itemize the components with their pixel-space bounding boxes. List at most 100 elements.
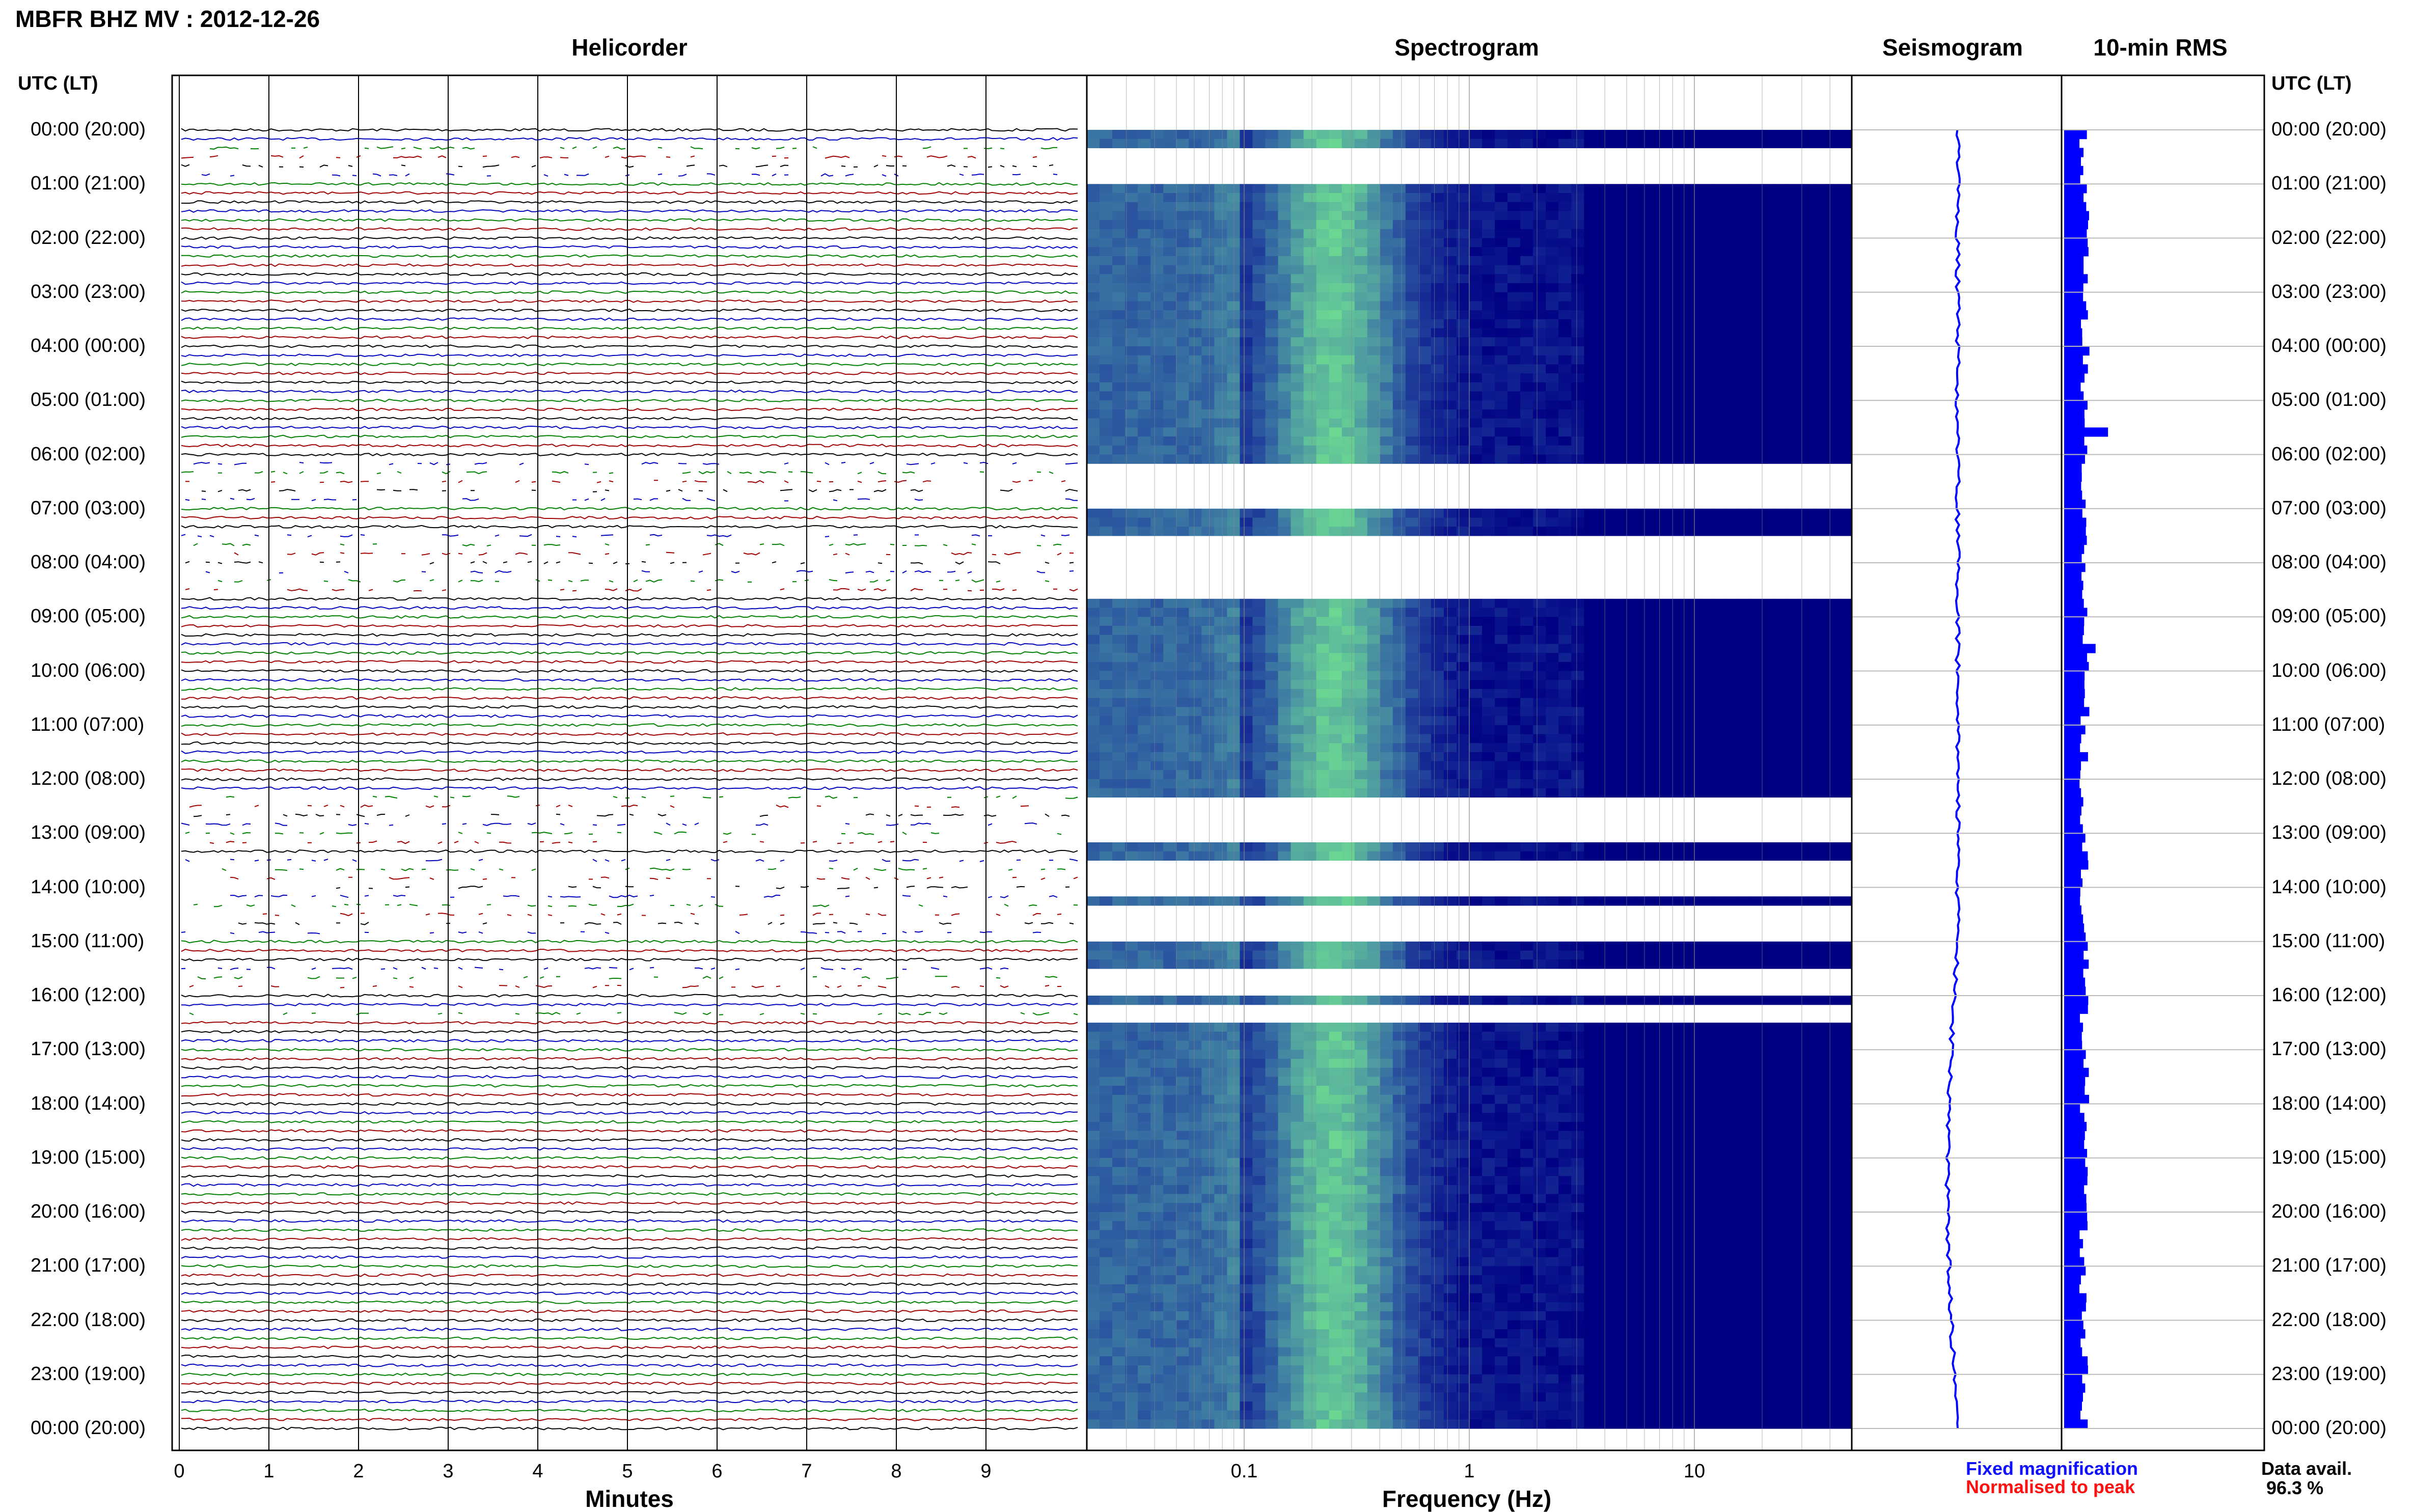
spectrogram-cell	[1546, 328, 1559, 338]
spectrogram-cell	[1087, 1113, 1100, 1122]
spectrogram-cell	[1418, 1059, 1432, 1068]
spectrogram-cell	[1100, 617, 1113, 626]
spectrogram-cell	[1584, 959, 1597, 969]
spectrogram-cell	[1712, 364, 1725, 373]
spectrogram-cell	[1418, 779, 1432, 788]
spectrogram-cell	[1367, 896, 1381, 905]
spectrogram-cell	[1138, 716, 1151, 725]
spectrogram-cell	[1240, 509, 1253, 518]
spectrogram-cell	[1763, 455, 1776, 464]
spectrogram-cell	[1431, 896, 1444, 905]
spectrogram-cell	[1775, 319, 1789, 328]
spectrogram-cell	[1201, 1032, 1215, 1041]
spectrogram-cell	[1597, 1041, 1610, 1050]
spectrogram-cell	[1546, 752, 1559, 761]
spectrogram-cell	[1240, 355, 1253, 365]
spectrogram-cell	[1367, 364, 1381, 373]
spectrogram-cell	[1087, 662, 1100, 671]
spectrogram-cell	[1201, 328, 1215, 338]
spectrogram-cell	[1431, 427, 1444, 436]
spectrogram-cell	[1457, 951, 1470, 960]
spectrogram-cell	[1571, 1068, 1584, 1077]
spectrogram-cell	[1100, 202, 1113, 211]
spectrogram-cell	[1814, 1122, 1827, 1131]
spectrogram-cell	[1150, 419, 1164, 428]
helicorder-trace	[181, 237, 1078, 239]
spectrogram-cell	[1801, 626, 1814, 635]
spectrogram-cell	[1380, 355, 1393, 365]
spectrogram-cell	[1724, 644, 1738, 653]
spectrogram-cell	[1163, 301, 1176, 311]
spectrogram-cell	[1609, 301, 1623, 311]
spectrogram-cell	[1482, 617, 1495, 626]
spectrogram-cell	[1788, 770, 1801, 779]
spectrogram-cell	[1112, 319, 1126, 328]
spectrogram-cell	[1839, 752, 1852, 761]
spectrogram-cell	[1699, 671, 1712, 680]
spectrogram-cell	[1839, 274, 1852, 283]
spectrogram-cell	[1826, 229, 1840, 238]
spectrogram-cell	[1150, 247, 1164, 256]
spectrogram-cell	[1150, 752, 1164, 761]
spectrogram-cell	[1724, 409, 1738, 419]
spectrogram-cell	[1406, 996, 1419, 1005]
spectrogram-cell	[1750, 1032, 1763, 1041]
spectrogram-cell	[1750, 680, 1763, 689]
spectrogram-cell	[1788, 743, 1801, 752]
spectrogram-cell	[1763, 1032, 1776, 1041]
spectrogram-cell	[1125, 743, 1138, 752]
spectrogram-cell	[1418, 301, 1432, 311]
spectrogram-cell	[1150, 779, 1164, 788]
spectrogram-cell	[1775, 509, 1789, 518]
spectrogram-cell	[1227, 256, 1240, 265]
spectrogram-cell	[1635, 1050, 1648, 1059]
spectrogram-cell	[1469, 761, 1483, 771]
spectrogram-cell	[1304, 193, 1317, 202]
spectrogram-cell	[1839, 409, 1852, 419]
spectrogram-cell	[1406, 220, 1419, 229]
spectrogram-cell	[1661, 689, 1674, 698]
spectrogram-cell	[1724, 617, 1738, 626]
spectrogram-cell	[1278, 419, 1292, 428]
spectrogram-cell	[1112, 1077, 1126, 1086]
spectrogram-cell	[1431, 283, 1444, 292]
spectrogram-cell	[1712, 229, 1725, 238]
spectrogram-cell	[1699, 310, 1712, 319]
spectrogram-cell	[1609, 1104, 1623, 1113]
spectrogram-cell	[1788, 319, 1801, 328]
spectrogram-cell	[1189, 951, 1202, 960]
spectrogram-cell	[1648, 1059, 1661, 1068]
spectrogram-cell	[1329, 130, 1342, 139]
spectrogram-cell	[1138, 301, 1151, 311]
spectrogram-cell	[1278, 788, 1292, 798]
spectrogram-cell	[1342, 1113, 1355, 1122]
spectrogram-cell	[1712, 301, 1725, 311]
spectrogram-cell	[1558, 527, 1572, 536]
spectrogram-cell	[1801, 211, 1814, 220]
spectrogram-cell	[1648, 1131, 1661, 1140]
spectrogram-cell	[1839, 301, 1852, 311]
spectrogram-cell	[1750, 184, 1763, 193]
spectrogram-cell	[1163, 851, 1176, 861]
spectrogram-cell	[1367, 1095, 1381, 1104]
spectrogram-cell	[1214, 734, 1227, 744]
spectrogram-cell	[1201, 346, 1215, 355]
spectrogram-cell	[1507, 896, 1521, 905]
spectrogram-cell	[1724, 202, 1738, 211]
spectrogram-cell	[1648, 184, 1661, 193]
spectrogram-cell	[1571, 951, 1584, 960]
spectrogram-cell	[1750, 139, 1763, 148]
spectrogram-cell	[1839, 509, 1852, 518]
spectrogram-cell	[1826, 364, 1840, 373]
spectrogram-cell	[1304, 725, 1317, 734]
spectrogram-cell	[1469, 1095, 1483, 1104]
spectrogram-cell	[1329, 1077, 1342, 1086]
spectrogram-cell	[1125, 644, 1138, 653]
spectrogram-cell	[1507, 337, 1521, 346]
spectrogram-cell	[1775, 1077, 1789, 1086]
spectrogram-cell	[1482, 292, 1495, 301]
spectrogram-cell	[1801, 310, 1814, 319]
spectrogram-cell	[1393, 662, 1406, 671]
spectrogram-cell	[1291, 734, 1304, 744]
spectrogram-cell	[1763, 662, 1776, 671]
